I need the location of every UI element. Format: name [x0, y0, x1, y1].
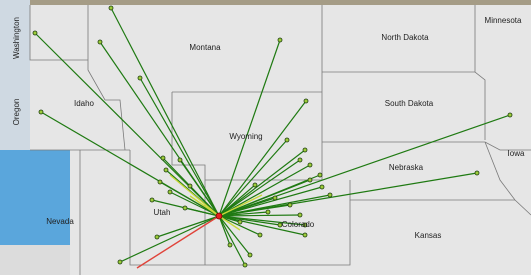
destination [248, 253, 252, 257]
state-label: Colorado [282, 220, 315, 229]
state-label: Minnesota [485, 16, 522, 25]
state-label: Iowa [508, 149, 525, 158]
destination [253, 183, 257, 187]
destination [228, 243, 232, 247]
satellite-strip [0, 0, 531, 5]
destination [266, 210, 270, 214]
destination [161, 156, 165, 160]
destination [98, 40, 102, 44]
destination [308, 163, 312, 167]
destination [238, 220, 242, 224]
destination [164, 168, 168, 172]
destination [298, 213, 302, 217]
state-label: Nebraska [389, 163, 424, 172]
destination [273, 196, 277, 200]
state-label: Nevada [46, 217, 74, 226]
destination [168, 190, 172, 194]
destination [33, 31, 37, 35]
destination [318, 173, 322, 177]
destination [243, 263, 247, 267]
destination [118, 260, 122, 264]
state-label: Utah [154, 208, 171, 217]
destination [150, 198, 154, 202]
destination [328, 193, 332, 197]
destination [155, 235, 159, 239]
destination [138, 76, 142, 80]
state-label: Wyoming [229, 132, 262, 141]
destination [285, 138, 289, 142]
destination [320, 185, 324, 189]
hub [216, 213, 222, 219]
destination [298, 158, 302, 162]
panel-overlay [0, 150, 70, 245]
state-label: Montana [189, 43, 221, 52]
destination [288, 203, 292, 207]
destination [178, 158, 182, 162]
destination [508, 113, 512, 117]
state-label: Idaho [74, 99, 95, 108]
destination [304, 99, 308, 103]
destination [39, 110, 43, 114]
page: {"map": {"labels": ["Washington", "Monta… [0, 0, 531, 275]
state-label: Washington [12, 17, 21, 59]
destination [109, 6, 113, 10]
destination [278, 38, 282, 42]
destination [158, 180, 162, 184]
destination [303, 148, 307, 152]
map: Washington Montana North Dakota Minnesot… [0, 0, 531, 275]
destination [258, 233, 262, 237]
panel-bottom [0, 245, 70, 275]
state-label: Kansas [415, 231, 442, 240]
destination [183, 206, 187, 210]
destination [188, 184, 192, 188]
state-label: South Dakota [385, 99, 434, 108]
destination [303, 233, 307, 237]
state-label: Oregon [12, 99, 21, 126]
state-label: North Dakota [381, 33, 429, 42]
destination [308, 178, 312, 182]
destination [475, 171, 479, 175]
